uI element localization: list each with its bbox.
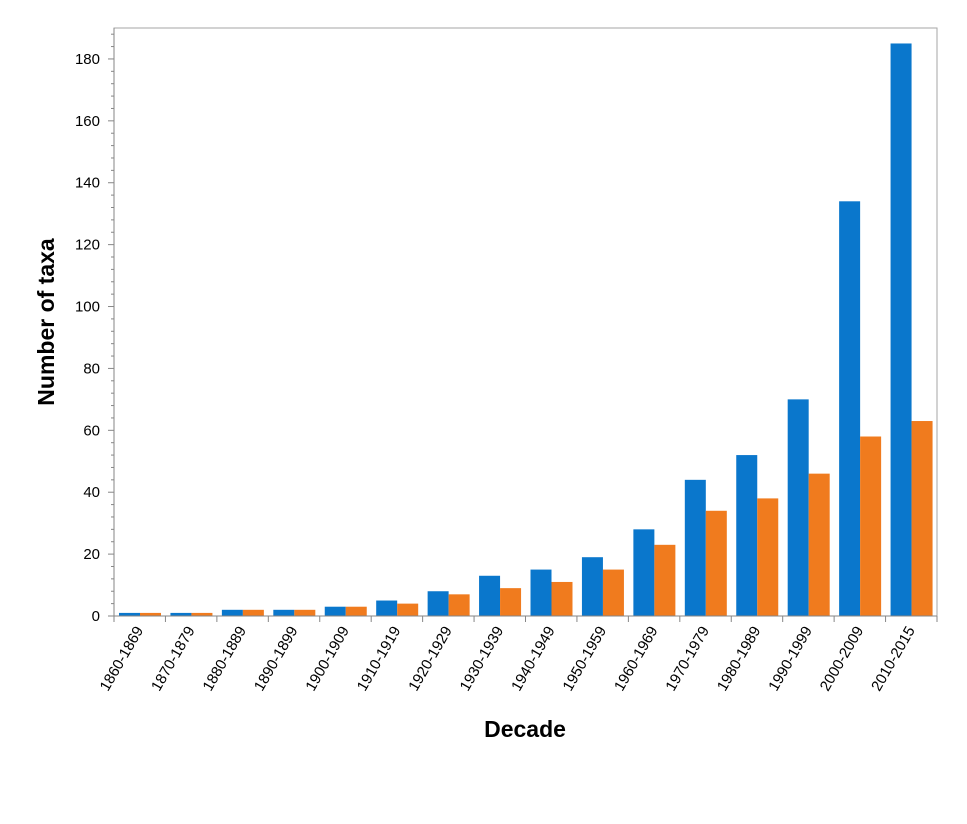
bar-series-2-1990-1999 bbox=[808, 473, 830, 616]
y-tick-label: 140 bbox=[75, 175, 100, 192]
bar-series-1-1930-1939 bbox=[479, 575, 501, 616]
bar-series-1-2000-2009 bbox=[839, 201, 861, 616]
x-tick-label: 1860-1869 bbox=[97, 624, 148, 695]
bar-series-1-1910-1919 bbox=[376, 600, 398, 616]
bar-series-1-1960-1969 bbox=[633, 529, 655, 616]
bar-series-1-1900-1909 bbox=[324, 606, 346, 616]
bar-series-1-1880-1889 bbox=[221, 609, 243, 616]
x-axis-ticks: 1860-1869 1870-1879 1880-1889 1890-1899 1900… bbox=[97, 616, 938, 695]
bar-series-2-1960-1969 bbox=[654, 544, 676, 616]
x-tick-label: 2000-2009 bbox=[817, 624, 868, 695]
x-tick-label: 1970-1979 bbox=[662, 624, 713, 695]
bar-series-1-1870-1879 bbox=[170, 612, 192, 616]
x-tick-label: 1930-1939 bbox=[457, 624, 508, 695]
bar-series-2-2010-2015 bbox=[911, 421, 933, 616]
bar-series-2-1890-1899 bbox=[294, 609, 316, 616]
bar-series-2-1970-1979 bbox=[705, 510, 727, 616]
bar-series-1-1970-1979 bbox=[684, 479, 706, 616]
bar-series-1-1920-1929 bbox=[427, 591, 449, 616]
x-tick-label: 1990-1999 bbox=[765, 624, 816, 695]
bar-series-2-1940-1949 bbox=[551, 581, 573, 616]
y-tick-label: 20 bbox=[83, 546, 100, 563]
bar-series-1-1940-1949 bbox=[530, 569, 552, 616]
x-tick-label: 1870-1879 bbox=[148, 624, 199, 695]
bar-series-2-1870-1879 bbox=[191, 612, 213, 616]
bar-series-2-1930-1939 bbox=[500, 588, 522, 616]
y-tick-label: 180 bbox=[75, 51, 100, 68]
y-tick-label: 60 bbox=[83, 422, 100, 439]
bar-series-2-1980-1989 bbox=[757, 498, 779, 616]
bars bbox=[119, 43, 933, 616]
x-tick-label: 1880-1889 bbox=[199, 624, 250, 695]
bar-series-2-1900-1909 bbox=[345, 606, 367, 616]
bar-series-1-1860-1869 bbox=[119, 612, 140, 616]
x-tick-label: 1920-1929 bbox=[405, 624, 456, 695]
bar-series-2-2000-2009 bbox=[860, 436, 882, 616]
x-tick-label: 1980-1989 bbox=[714, 624, 765, 695]
bar-series-2-1920-1929 bbox=[448, 594, 470, 616]
x-axis-title: Decade bbox=[484, 716, 566, 742]
y-tick-label: 160 bbox=[75, 113, 100, 130]
bar-series-1-1890-1899 bbox=[273, 609, 295, 616]
bar-series-2-1860-1869 bbox=[140, 612, 161, 616]
x-tick-label: 2010-2015 bbox=[868, 624, 919, 695]
x-tick-label: 1890-1899 bbox=[251, 624, 302, 695]
y-tick-label: 0 bbox=[92, 608, 100, 625]
x-tick-label: 1900-1909 bbox=[302, 624, 353, 695]
bar-series-1-1990-1999 bbox=[787, 399, 809, 616]
x-tick-label: 1950-1959 bbox=[560, 624, 611, 695]
x-tick-label: 1960-1969 bbox=[611, 624, 662, 695]
bar-series-2-1950-1959 bbox=[602, 569, 624, 616]
x-tick-label: 1910-1919 bbox=[354, 624, 405, 695]
bar-series-1-2010-2015 bbox=[890, 43, 912, 616]
y-axis-ticks: 0 20 40 60 80 100 120 140 160 180 bbox=[75, 51, 114, 625]
x-tick-label: 1940-1949 bbox=[508, 624, 559, 695]
y-tick-label: 100 bbox=[75, 299, 100, 316]
bar-series-1-1950-1959 bbox=[581, 557, 603, 616]
y-tick-label: 120 bbox=[75, 237, 100, 254]
y-tick-label: 80 bbox=[83, 360, 100, 377]
bar-series-1-1980-1989 bbox=[736, 455, 758, 616]
bar-series-2-1880-1889 bbox=[242, 609, 264, 616]
bar-series-2-1910-1919 bbox=[397, 603, 419, 616]
y-axis-title: Number of taxa bbox=[33, 238, 59, 406]
y-tick-label: 40 bbox=[83, 484, 100, 501]
